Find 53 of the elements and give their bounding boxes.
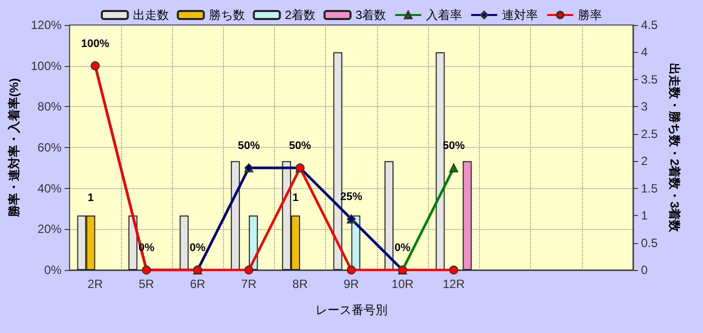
data-label: 1 bbox=[88, 192, 94, 204]
y-tick-label: 20% bbox=[38, 222, 62, 236]
y2-tick-label: 1 bbox=[641, 208, 648, 223]
y2-axis-title: 出走数・勝ち数・2着数・3着数 bbox=[668, 62, 682, 234]
point bbox=[346, 266, 356, 274]
data-label: 50% bbox=[289, 140, 312, 152]
y2-tick-label: 2.5 bbox=[641, 126, 658, 141]
bar bbox=[180, 216, 189, 270]
x-axis-title: レース番号別 bbox=[315, 303, 388, 317]
y-tick-label: 100% bbox=[30, 58, 62, 73]
data-label: 50% bbox=[238, 140, 260, 152]
x-tick-label: 5R bbox=[138, 277, 154, 291]
data-label: 0% bbox=[190, 242, 206, 254]
data-label: 1 bbox=[292, 192, 299, 204]
y-axis-title: 勝率・連対率・入着率(%) bbox=[7, 78, 21, 218]
legend-label: 3着数 bbox=[356, 8, 386, 22]
point bbox=[449, 163, 458, 172]
y-tick-label: 120% bbox=[30, 18, 62, 32]
y2-tick-label: 2 bbox=[641, 154, 648, 168]
data-label: 0% bbox=[394, 242, 411, 254]
point bbox=[449, 266, 458, 274]
legend-label: 勝率 bbox=[578, 8, 602, 22]
legend-label: 出走数 bbox=[132, 8, 169, 22]
y2-tick-label: 0 bbox=[641, 263, 648, 277]
x-tick-label: 10R bbox=[392, 277, 414, 291]
legend-label: 2着数 bbox=[284, 8, 316, 22]
y-tick-label: 60% bbox=[38, 140, 62, 154]
y2-tick-label: 3.5 bbox=[641, 72, 658, 86]
bar bbox=[333, 52, 342, 270]
x-tick-label: 2R bbox=[88, 277, 104, 291]
x-tick-label: 7R bbox=[241, 277, 257, 291]
y2-tick-label: 4 bbox=[641, 45, 648, 60]
y-tick-label: 0% bbox=[44, 263, 62, 277]
y2-tick-label: 0.5 bbox=[641, 236, 658, 250]
legend-label: 入着率 bbox=[426, 8, 462, 22]
x-tick-label: 8R bbox=[292, 277, 308, 291]
legend-label: 勝ち数 bbox=[208, 8, 245, 22]
point bbox=[244, 266, 254, 274]
y-tick-label: 80% bbox=[38, 100, 62, 114]
x-tick-label: 6R bbox=[190, 277, 206, 291]
bar bbox=[128, 216, 138, 270]
x-tick-label: 9R bbox=[344, 277, 360, 291]
bar bbox=[462, 161, 472, 270]
bar bbox=[230, 161, 240, 270]
bar bbox=[436, 52, 445, 270]
y2-tick-label: 3 bbox=[641, 100, 648, 114]
x-tick-label: 12R bbox=[442, 277, 466, 291]
data-label: 100% bbox=[81, 38, 110, 50]
y2-tick-label: 4.5 bbox=[641, 18, 658, 32]
y2-tick-label: 1.5 bbox=[641, 181, 658, 196]
bar bbox=[384, 161, 394, 270]
y-tick-label: 40% bbox=[38, 181, 62, 196]
legend-label: 連対率 bbox=[502, 8, 538, 22]
